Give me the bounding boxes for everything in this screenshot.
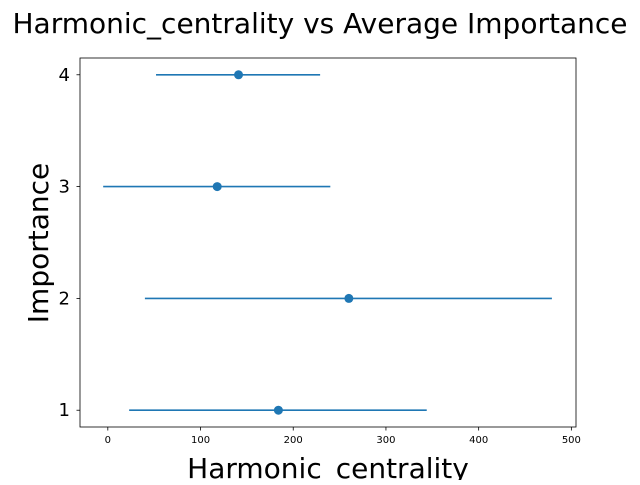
data-marks [103, 70, 552, 415]
y-tick-label: 4 [59, 65, 70, 86]
y-tick-label: 1 [59, 400, 70, 421]
data-point [234, 70, 244, 80]
y-axis-label: Importance [22, 163, 55, 323]
x-tick-label: 200 [284, 435, 303, 446]
data-point [273, 405, 283, 415]
x-tick-label: 400 [469, 435, 488, 446]
data-point [344, 293, 354, 303]
y-tick-label: 3 [59, 177, 70, 198]
data-point [212, 182, 222, 192]
x-tick-label: 500 [562, 435, 581, 446]
x-axis-label: Harmonic_centrality [187, 452, 469, 480]
plot-area: 0 100 200 300 400 500 1 2 3 4 [59, 57, 581, 446]
x-tick-label: 300 [376, 435, 395, 446]
x-tick-label: 0 [105, 435, 111, 446]
x-axis-ticks: 0 100 200 300 400 500 [105, 427, 581, 446]
y-tick-label: 2 [59, 288, 70, 309]
x-tick-label: 100 [191, 435, 210, 446]
axes-frame [79, 57, 577, 428]
y-axis-ticks: 1 2 3 4 [59, 65, 80, 421]
chart-title: Harmonic_centrality vs Average Importanc… [13, 7, 628, 40]
